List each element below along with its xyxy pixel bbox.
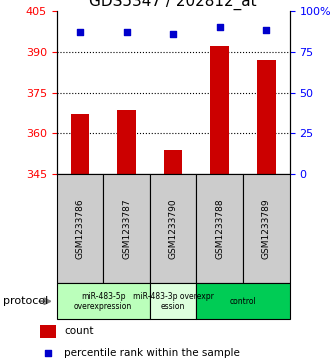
Bar bbox=[57, 283, 150, 319]
Text: GSM1233786: GSM1233786 bbox=[75, 198, 85, 259]
Bar bbox=[150, 283, 196, 319]
Text: GSM1233787: GSM1233787 bbox=[122, 198, 131, 259]
Point bbox=[45, 351, 51, 356]
Text: miR-483-5p
overexpression: miR-483-5p overexpression bbox=[74, 291, 132, 311]
Text: GSM1233789: GSM1233789 bbox=[262, 198, 271, 259]
Bar bbox=[196, 174, 243, 283]
Bar bbox=[57, 174, 103, 283]
Bar bbox=[257, 60, 276, 174]
Bar bbox=[150, 174, 196, 283]
Text: protocol: protocol bbox=[3, 296, 49, 306]
Bar bbox=[196, 283, 290, 319]
Bar bbox=[117, 110, 136, 174]
Point bbox=[124, 29, 129, 35]
Text: control: control bbox=[230, 297, 256, 306]
Point bbox=[264, 28, 269, 33]
Text: GSM1233790: GSM1233790 bbox=[168, 198, 178, 259]
Text: percentile rank within the sample: percentile rank within the sample bbox=[64, 348, 240, 358]
Bar bbox=[40, 325, 57, 338]
Point bbox=[170, 31, 176, 37]
Bar bbox=[71, 114, 89, 174]
Bar bbox=[210, 46, 229, 174]
Title: GDS5347 / 202812_at: GDS5347 / 202812_at bbox=[89, 0, 257, 9]
Point bbox=[217, 24, 222, 30]
Text: miR-483-3p overexpr
ession: miR-483-3p overexpr ession bbox=[133, 291, 213, 311]
Bar bbox=[103, 174, 150, 283]
Point bbox=[77, 29, 83, 35]
Text: GSM1233788: GSM1233788 bbox=[215, 198, 224, 259]
Text: count: count bbox=[64, 326, 94, 336]
Bar bbox=[164, 150, 182, 174]
Bar bbox=[243, 174, 290, 283]
